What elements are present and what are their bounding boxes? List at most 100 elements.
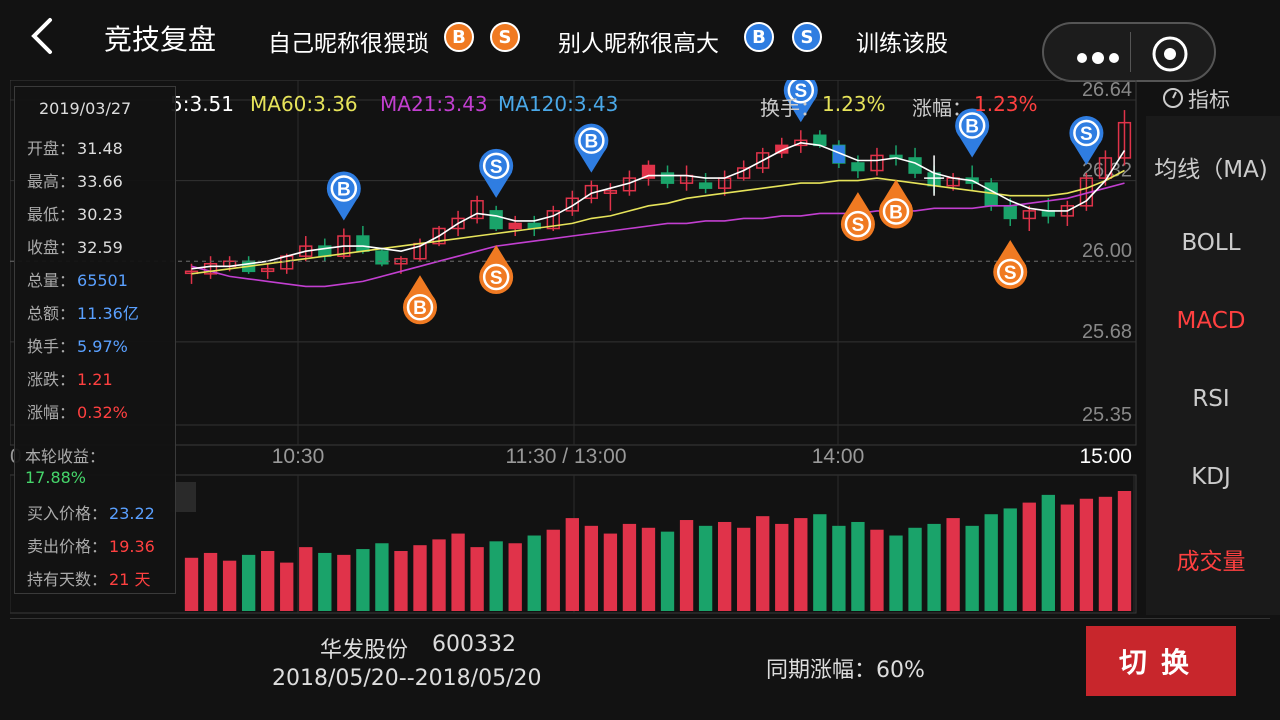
volume-bar	[984, 514, 998, 611]
candle-body	[603, 189, 618, 194]
chg-label: 涨跌：	[27, 370, 76, 389]
highlight-candle	[832, 145, 845, 163]
back-arrow-icon[interactable]	[26, 16, 62, 56]
amount-value: 11.36亿	[77, 304, 139, 323]
bottom-bar	[0, 618, 1280, 720]
candle-body	[870, 154, 884, 172]
volume-value: 65501	[77, 271, 128, 290]
marker-s-self: S	[479, 245, 514, 295]
candle-body	[756, 152, 770, 169]
marker-label: S	[1004, 263, 1017, 284]
marker-label: S	[490, 268, 503, 289]
volume-bar	[908, 527, 922, 611]
indicator-panel: 指标 均线（MA) BOLL MACD RSI KDJ 成交量	[1146, 80, 1280, 615]
volume-bar	[679, 520, 694, 611]
marker-b-self: B	[879, 179, 913, 229]
candle-body	[356, 235, 370, 252]
low-value: 30.23	[77, 205, 123, 224]
volume-bar	[756, 516, 770, 611]
volume-bar	[241, 554, 256, 611]
volume-bar	[794, 518, 808, 611]
x-tick-label: 14:00	[812, 445, 865, 468]
volume-bar	[261, 551, 275, 611]
mini-program-capsule	[1042, 22, 1216, 82]
candle-body	[432, 227, 446, 245]
volume-bar	[1117, 491, 1132, 611]
more-icon[interactable]	[1076, 52, 1124, 64]
legend-turnover-value: 1.23%	[822, 92, 886, 116]
open-label: 开盘：	[27, 139, 76, 158]
marker-ring	[958, 112, 986, 139]
volume-bar	[660, 531, 675, 611]
indicator-boll[interactable]: BOLL	[1181, 230, 1241, 256]
marker-label: S	[794, 81, 807, 102]
page-title: 竞技复盘	[104, 23, 217, 56]
hold-days-label: 持有天数：	[27, 570, 108, 589]
buy-price-label: 买入价格：	[27, 504, 108, 523]
volume-bar	[413, 545, 427, 611]
legend-turnover-label: 换手：	[760, 96, 820, 120]
marker-ring	[1073, 119, 1100, 147]
player-other-name: 别人昵称很高大	[558, 31, 719, 57]
marker-b-other: B	[574, 123, 609, 173]
self-sell-badge: S	[490, 22, 520, 52]
volume-bar	[432, 539, 446, 611]
volume-bar	[851, 521, 865, 611]
volume-bar	[927, 523, 941, 611]
volume-bar	[775, 523, 789, 611]
volume-bar	[813, 514, 827, 611]
volume-bar	[222, 560, 237, 611]
pct-label: 涨幅：	[27, 403, 76, 422]
legend-ma5: 5:3.51	[170, 92, 234, 116]
legend-change-label: 涨幅：	[912, 96, 972, 120]
candle-body	[1117, 121, 1132, 159]
profit-value: 17.88%	[25, 468, 87, 487]
candle-body	[1098, 157, 1113, 179]
hold-days-value: 21 天	[109, 570, 151, 589]
marker-s-other: S	[783, 80, 818, 123]
indicator-volume[interactable]: 成交量	[1176, 549, 1246, 575]
indicator-kdj[interactable]: KDJ	[1191, 464, 1231, 490]
volume-bar	[832, 525, 846, 611]
y-tick-label: 26.32	[1082, 160, 1132, 182]
legend-ma60: MA60:3.36	[250, 92, 358, 116]
indicator-ma[interactable]: 均线（MA)	[1154, 157, 1268, 183]
y-tick-label: 26.64	[1082, 80, 1132, 101]
high-value: 33.66	[77, 172, 123, 191]
volume-bar	[641, 527, 656, 611]
volume-bar	[1003, 508, 1017, 611]
candle-body	[813, 134, 827, 147]
train-stock-link[interactable]: 训练该股	[856, 31, 948, 57]
candle-body	[489, 210, 503, 230]
marker-ring	[882, 198, 910, 225]
stock-code: 600332	[432, 632, 516, 657]
indicator-rsi[interactable]: RSI	[1192, 386, 1230, 412]
indicator-macd[interactable]: MACD	[1176, 308, 1246, 334]
self-buy-badge: B	[444, 22, 474, 52]
volume-bar	[1041, 494, 1055, 611]
candle-body	[641, 164, 656, 179]
volume-bar	[737, 527, 751, 611]
other-sell-badge: S	[792, 22, 822, 52]
marker-s-self: S	[993, 239, 1028, 289]
info-date: 2019/03/27	[39, 99, 132, 118]
candle-body	[203, 263, 218, 275]
switch-button[interactable]: 切换	[1086, 626, 1236, 696]
candle-body	[775, 144, 789, 154]
y-tick-label: 25.35	[1082, 404, 1132, 426]
volume-bar	[318, 552, 332, 611]
date-range: 2018/05/20--2018/05/20	[272, 666, 542, 691]
candle-info-panel: 2019/03/27 开盘： 31.48 最高： 33.66 最低： 30.23 收盘…	[14, 86, 176, 594]
candle-body	[1003, 205, 1017, 220]
candle-body	[565, 197, 579, 212]
volume-bar	[280, 562, 294, 611]
volume-bar	[870, 529, 884, 611]
marker-b-other: B	[326, 171, 361, 221]
volume-bar	[451, 533, 465, 611]
pct-value: 0.32%	[77, 403, 128, 422]
volume-bar	[470, 547, 484, 611]
marker-label: B	[413, 298, 427, 319]
close-target-icon[interactable]	[1150, 34, 1190, 74]
close-value: 32.59	[77, 238, 123, 257]
